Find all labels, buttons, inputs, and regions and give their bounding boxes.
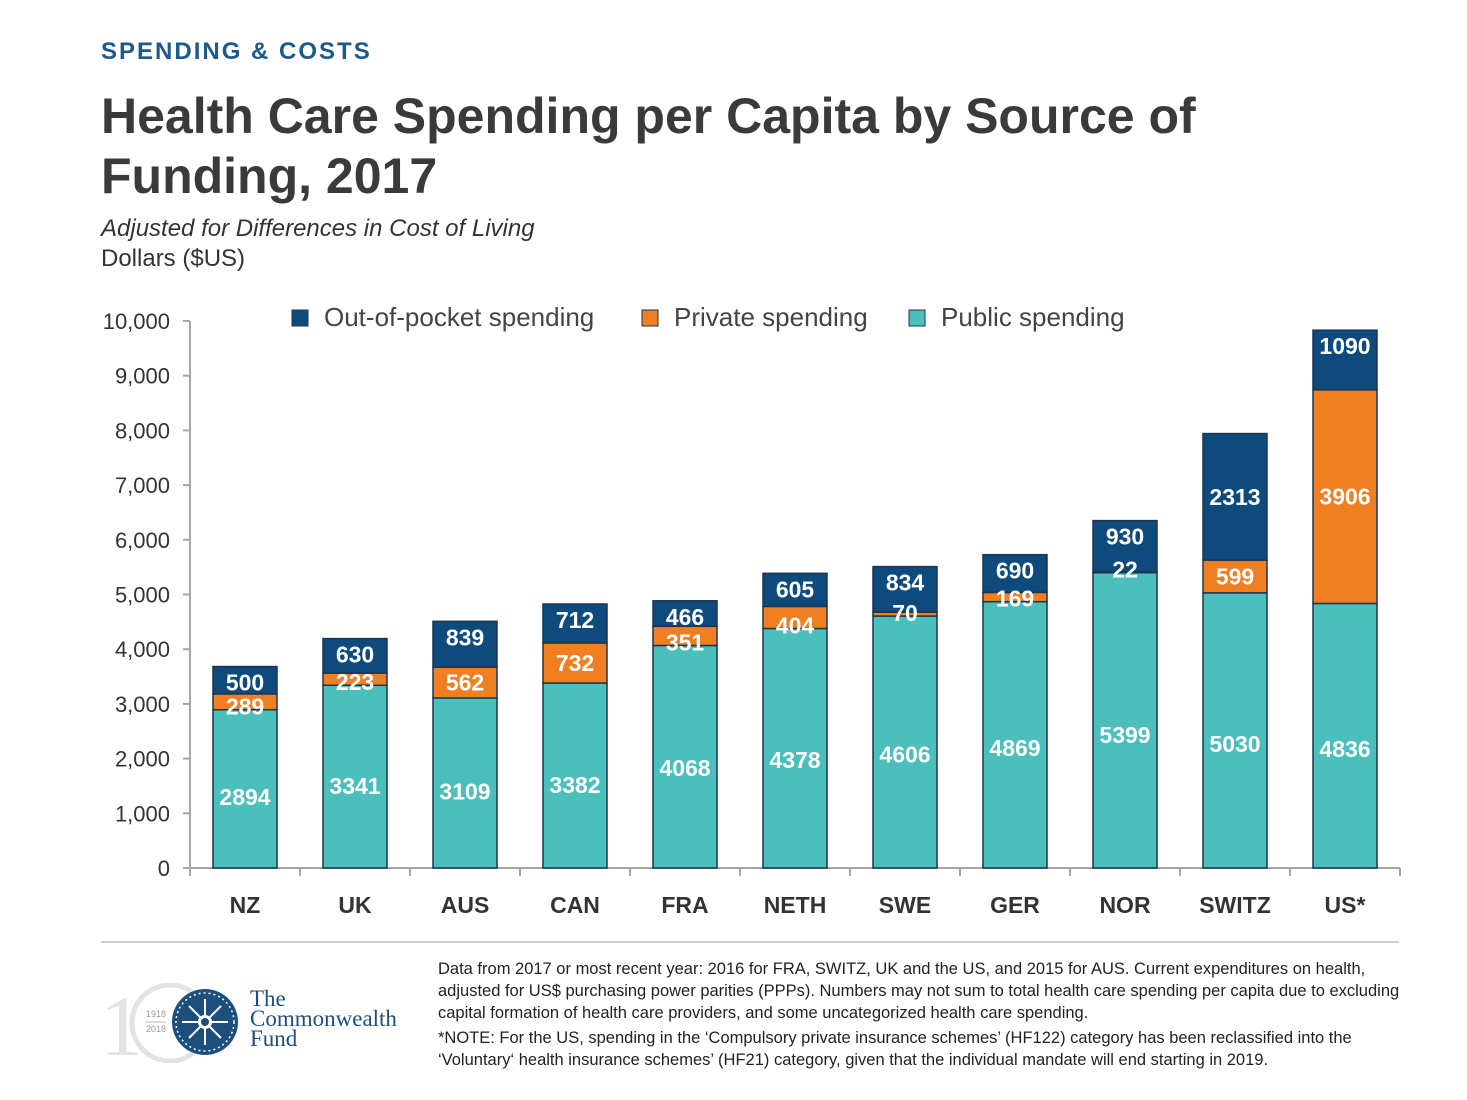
- x-tick-label: UK: [338, 892, 372, 918]
- legend-swatch: [292, 310, 308, 326]
- bar-value-label: 4869: [989, 735, 1040, 761]
- x-tick-label: NZ: [230, 892, 261, 918]
- svg-text:1: 1: [100, 983, 143, 1063]
- bar-value-label: 70: [892, 600, 918, 626]
- bar-value-label: 404: [776, 613, 815, 639]
- bar-value-label: 5030: [1209, 731, 1260, 757]
- logo-year-start: 1918: [146, 1009, 166, 1019]
- bar-value-label: 223: [336, 669, 374, 695]
- y-tick-label: 9,000: [115, 364, 170, 389]
- bar-value-label: 500: [226, 670, 264, 696]
- x-tick-label: SWITZ: [1199, 892, 1271, 918]
- bar-value-label: 5399: [1099, 722, 1150, 748]
- bar-value-label: 1090: [1319, 333, 1370, 359]
- x-tick-label: NOR: [1099, 892, 1151, 918]
- bar-value-label: 930: [1106, 524, 1144, 550]
- bar-value-label: 4068: [659, 755, 710, 781]
- bar-value-label: 630: [336, 642, 374, 668]
- bar-value-label: 466: [666, 604, 704, 630]
- logo-year-end: 2018: [146, 1024, 166, 1034]
- bar-value-label: 351: [666, 629, 705, 655]
- bar-value-label: 2313: [1209, 484, 1260, 510]
- data-source-note: Data from 2017 or most recent year: 2016…: [438, 958, 1418, 1024]
- bar-value-label: 732: [556, 650, 594, 676]
- legend-swatch: [642, 310, 658, 326]
- y-tick-label: 5,000: [115, 583, 170, 608]
- y-tick-label: 2,000: [115, 747, 170, 772]
- bar-value-label: 605: [776, 576, 815, 602]
- legend-label: Out-of-pocket spending: [324, 302, 594, 332]
- bar-value-label: 289: [226, 694, 264, 720]
- y-tick-label: 10,000: [103, 309, 170, 334]
- footnotes: Data from 2017 or most recent year: 2016…: [438, 958, 1418, 1074]
- us-reclassification-note: *NOTE: For the US, spending in the ‘Comp…: [438, 1027, 1418, 1071]
- y-tick-label: 4,000: [115, 637, 170, 662]
- footer-divider: [101, 941, 1399, 943]
- bar-value-label: 839: [446, 624, 484, 650]
- legend-swatch: [909, 310, 925, 326]
- y-tick-label: 1,000: [115, 801, 170, 826]
- x-tick-label: CAN: [550, 892, 600, 918]
- x-tick-label: SWE: [879, 892, 931, 918]
- commonwealth-fund-logo: 1 1918 2018 The Commonwealth Fund: [100, 983, 430, 1063]
- bar-value-label: 3382: [549, 772, 600, 798]
- x-tick-label: NETH: [764, 892, 827, 918]
- bar-segment: [1093, 573, 1157, 868]
- bar-value-label: 690: [996, 558, 1034, 584]
- bar-value-label: 3109: [439, 778, 490, 804]
- legend-label: Private spending: [674, 302, 868, 332]
- bar-value-label: 834: [886, 570, 925, 596]
- bar-value-label: 4836: [1319, 736, 1370, 762]
- logo-wordmark: The Commonwealth Fund: [250, 989, 397, 1049]
- y-tick-label: 3,000: [115, 692, 170, 717]
- bar-value-label: 4606: [879, 742, 930, 768]
- stacked-bar-chart: 0 1,000 2,000 3,000 4,000 5,000 6,000 7,000 8,00…: [0, 0, 1467, 940]
- x-tick-label: FRA: [661, 892, 708, 918]
- bar-value-label: 562: [446, 670, 484, 696]
- bar-value-label: 3341: [329, 773, 380, 799]
- bar-value-label: 169: [996, 586, 1034, 612]
- bar-value-label: 4378: [769, 747, 820, 773]
- x-tick-label: GER: [990, 892, 1040, 918]
- bar-value-label: 712: [556, 607, 594, 633]
- x-tick-label: US*: [1325, 892, 1366, 918]
- y-tick-label: 0: [158, 856, 170, 881]
- y-tick-label: 7,000: [115, 473, 170, 498]
- bar-value-label: 3906: [1319, 484, 1370, 510]
- y-tick-label: 8,000: [115, 418, 170, 443]
- x-tick-label: AUS: [441, 892, 490, 918]
- centennial-emblem-icon: 1 1918 2018: [100, 983, 245, 1063]
- bar-value-label: 22: [1112, 557, 1138, 583]
- y-tick-label: 6,000: [115, 528, 170, 553]
- bar-value-label: 599: [1216, 563, 1254, 589]
- legend-label: Public spending: [941, 302, 1125, 332]
- bar-value-label: 2894: [219, 784, 270, 810]
